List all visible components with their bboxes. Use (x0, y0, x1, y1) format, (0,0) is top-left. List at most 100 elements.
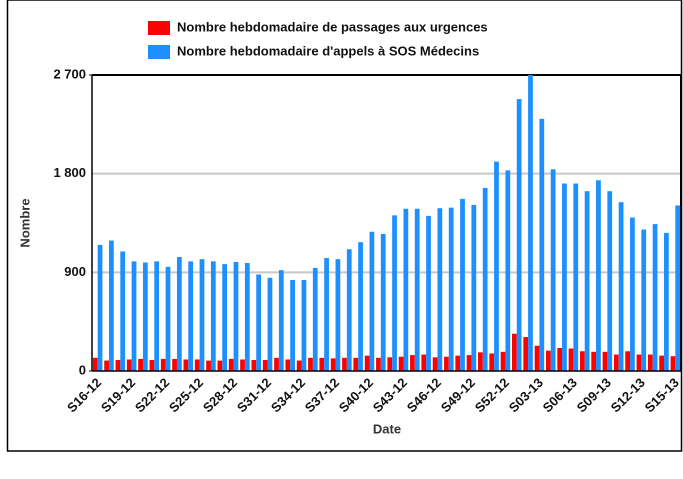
bar (573, 183, 579, 371)
bar (358, 242, 363, 371)
bar (392, 215, 397, 371)
x-tick-label: S15-13 (642, 375, 682, 415)
bar (210, 261, 216, 371)
x-tick-label: S19-12 (98, 375, 138, 415)
bar (557, 347, 563, 371)
bar (437, 208, 443, 371)
bar (421, 354, 427, 371)
bar (256, 274, 261, 371)
bar (312, 267, 318, 371)
bar (97, 244, 103, 371)
bar (489, 353, 495, 371)
bar (301, 280, 307, 371)
bar (267, 277, 273, 371)
bar (142, 262, 148, 371)
x-axis-label: Date (373, 421, 401, 436)
bar (505, 170, 511, 371)
bar (346, 249, 352, 371)
x-tick-label: S06-13 (540, 375, 580, 415)
bar (630, 217, 635, 371)
legend-label: Nombre hebdomadaire de passages aux urge… (177, 19, 488, 34)
bar (591, 351, 597, 371)
bar (494, 161, 499, 371)
y-tick-label: 900 (64, 264, 86, 279)
bar (172, 358, 177, 371)
bar (278, 270, 284, 371)
bar (285, 359, 291, 371)
bar (664, 232, 669, 371)
bar (613, 354, 619, 371)
bar (104, 360, 109, 371)
x-tick-label: S03-13 (506, 375, 546, 415)
bar (478, 352, 483, 371)
bar (403, 208, 409, 371)
bar (165, 266, 171, 371)
bar (308, 357, 313, 371)
bar (330, 358, 336, 371)
bar (387, 357, 393, 371)
bar (120, 251, 126, 371)
bar (92, 357, 98, 371)
bar (108, 240, 114, 371)
bar (154, 261, 160, 371)
y-tick-label: 1 800 (53, 165, 86, 180)
bar (335, 259, 341, 371)
bar (562, 183, 567, 371)
x-tick-label: S40-12 (336, 375, 376, 415)
x-tick-label: S28-12 (200, 375, 240, 415)
bar (516, 99, 522, 371)
bar (596, 180, 601, 371)
x-tick-label: S52-12 (472, 375, 512, 415)
bar (523, 337, 529, 371)
bar (369, 231, 375, 371)
bar (290, 280, 295, 371)
bar (466, 355, 472, 371)
y-tick-label: 0 (79, 362, 86, 377)
bar (160, 358, 166, 371)
x-tick-label: S34-12 (268, 375, 308, 415)
bar (675, 205, 681, 371)
bar (410, 355, 415, 371)
bar (353, 357, 359, 371)
bar (444, 356, 449, 371)
legend-swatch (148, 21, 170, 35)
bar (131, 261, 137, 371)
bar (296, 360, 302, 371)
bar (274, 357, 279, 371)
bar (482, 187, 488, 371)
bar (528, 75, 533, 371)
bar (194, 359, 200, 371)
bar (500, 351, 506, 371)
bar (126, 359, 132, 371)
bar (244, 263, 250, 371)
bar (138, 358, 143, 371)
bar (579, 351, 585, 371)
x-tick-label: S16-12 (64, 375, 104, 415)
bar (659, 355, 665, 371)
legend-swatch (148, 45, 170, 59)
bar (512, 333, 517, 371)
bar (228, 358, 234, 371)
bar (545, 350, 551, 371)
x-tick-label: S25-12 (166, 375, 206, 415)
bar (240, 359, 245, 371)
y-axis-label: Nombre (17, 198, 32, 247)
x-tick-label: S43-12 (370, 375, 410, 415)
bar (188, 261, 194, 371)
bar (625, 351, 631, 371)
bar (448, 207, 454, 371)
bar (550, 169, 556, 371)
outer-frame (6, 0, 683, 452)
bar (251, 360, 257, 371)
x-tick-label: S49-12 (438, 375, 478, 415)
bar (262, 360, 268, 371)
bar (199, 259, 205, 371)
bar (206, 360, 211, 371)
x-tick-label: S31-12 (234, 375, 274, 415)
x-tick-label: S46-12 (404, 375, 444, 415)
bar (183, 359, 189, 371)
bar (376, 357, 381, 371)
bar (636, 354, 642, 371)
x-tick-label: S12-13 (608, 375, 648, 415)
bar (115, 360, 121, 371)
